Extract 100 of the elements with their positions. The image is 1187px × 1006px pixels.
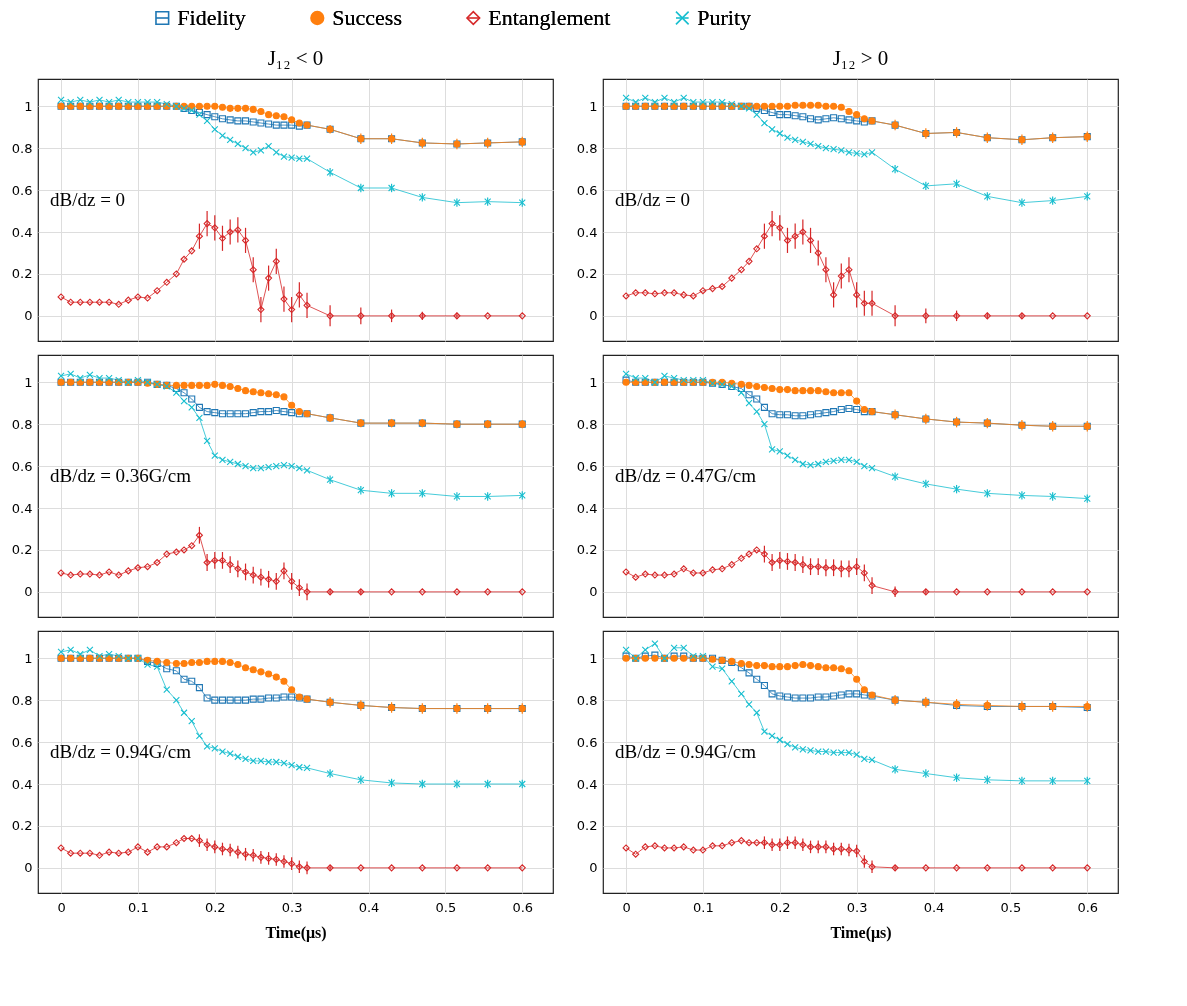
point	[632, 289, 640, 297]
point	[806, 101, 815, 109]
point	[295, 763, 303, 771]
point	[226, 228, 234, 236]
point	[806, 140, 815, 148]
y-tick-label: 0.6	[576, 182, 598, 198]
point	[172, 667, 180, 675]
x-tick-label: 0.5	[435, 899, 457, 915]
point	[195, 531, 203, 539]
point	[868, 148, 876, 156]
point	[211, 380, 219, 388]
point	[837, 691, 845, 699]
point	[814, 410, 822, 418]
point	[776, 111, 784, 119]
point	[76, 298, 84, 306]
point	[280, 121, 288, 129]
y-tick-label: 0.8	[576, 692, 598, 708]
point	[303, 466, 311, 474]
point	[745, 700, 753, 708]
point	[195, 232, 203, 240]
annotation: dB/dz = 0.36G/cm	[50, 464, 192, 486]
point	[272, 694, 280, 702]
point	[195, 414, 203, 422]
y-tick-label: 0.2	[11, 818, 33, 834]
point	[699, 846, 707, 854]
point	[518, 588, 526, 596]
point	[699, 569, 707, 577]
point	[830, 564, 838, 572]
point	[115, 849, 123, 857]
point	[288, 401, 296, 409]
legend-label: Success	[332, 5, 402, 30]
y-tick-label: 0.8	[576, 416, 598, 432]
y-tick-label: 0.8	[11, 140, 33, 156]
point	[280, 153, 288, 161]
point	[241, 117, 250, 125]
point	[180, 709, 188, 717]
point	[708, 663, 717, 671]
point	[776, 447, 784, 455]
y-tick-label: 0.2	[576, 266, 598, 282]
point	[689, 846, 697, 854]
point	[211, 102, 219, 110]
point	[822, 115, 830, 123]
point	[134, 843, 142, 851]
point	[791, 387, 799, 395]
point	[845, 749, 853, 757]
point	[288, 462, 296, 470]
point	[641, 289, 649, 297]
point	[689, 292, 697, 300]
y-tick-label: 0.6	[11, 734, 33, 750]
point	[1083, 588, 1091, 596]
x-tick-label: 0.1	[693, 899, 714, 915]
point	[830, 664, 838, 672]
point	[288, 306, 296, 314]
x-tick-label: 0.3	[281, 899, 303, 915]
point	[1083, 192, 1091, 200]
point	[753, 662, 761, 670]
point	[257, 668, 265, 676]
point	[234, 104, 242, 112]
point	[845, 107, 853, 116]
y-tick-label: 0	[589, 584, 598, 600]
point	[830, 114, 838, 122]
point	[837, 272, 845, 280]
point	[203, 694, 211, 702]
point	[86, 849, 94, 857]
point	[115, 300, 123, 308]
point	[226, 410, 234, 418]
point	[737, 659, 745, 668]
point	[241, 387, 250, 395]
point	[806, 411, 815, 419]
point	[745, 391, 753, 399]
point	[1049, 588, 1057, 596]
x-tick-label: 0.4	[923, 899, 945, 915]
y-tick-label: 1	[589, 98, 598, 114]
point	[418, 864, 426, 872]
point	[257, 464, 265, 472]
point	[288, 761, 296, 769]
point	[737, 389, 745, 397]
point	[105, 298, 113, 306]
point	[776, 102, 784, 110]
annotation: dB/dz = 0	[615, 188, 691, 210]
point	[708, 566, 717, 574]
annotation: dB/dz = 0.94G/cm	[615, 740, 757, 762]
point	[211, 409, 219, 417]
point	[860, 150, 868, 159]
point	[115, 96, 123, 104]
point	[124, 296, 132, 304]
point	[768, 384, 776, 393]
point	[660, 571, 669, 579]
x-axis-title: Time(μs)	[265, 923, 327, 942]
point	[249, 695, 257, 703]
point	[272, 673, 280, 681]
point	[234, 696, 242, 704]
x-tick-label: 0	[57, 899, 66, 915]
point	[418, 588, 426, 596]
point	[188, 658, 196, 666]
point	[95, 96, 104, 104]
point	[203, 111, 211, 119]
point	[660, 289, 669, 297]
point	[806, 563, 815, 571]
point	[891, 864, 899, 872]
